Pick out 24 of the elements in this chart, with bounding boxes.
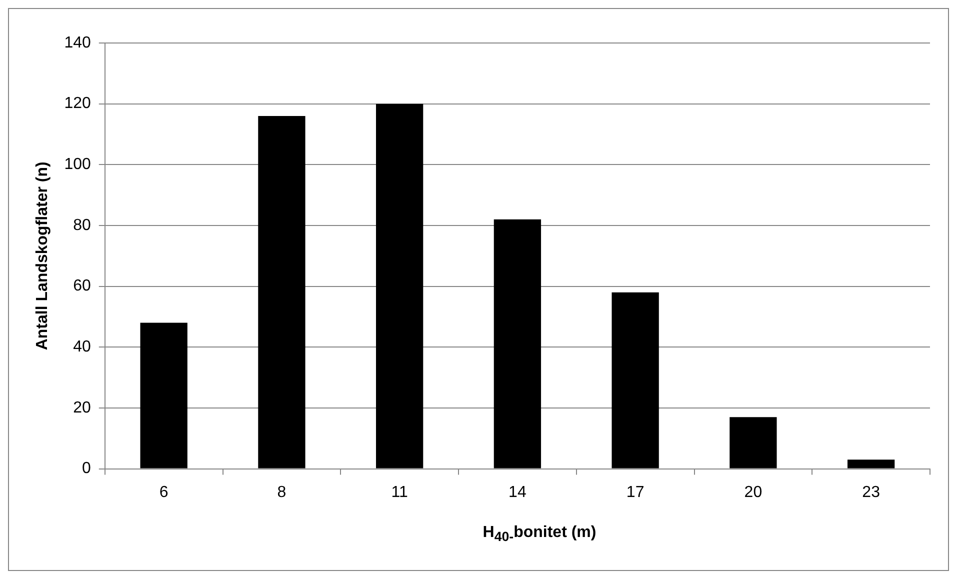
y-tick-label: 20 bbox=[73, 399, 91, 416]
x-tick-label: 20 bbox=[744, 484, 762, 501]
bar bbox=[376, 104, 424, 468]
x-tick-label: 14 bbox=[508, 484, 526, 501]
bar bbox=[612, 292, 659, 468]
x-tick-label: 17 bbox=[626, 484, 644, 501]
x-tick-label: 6 bbox=[159, 484, 168, 501]
x-tick-label: 8 bbox=[277, 484, 286, 501]
bar bbox=[494, 219, 542, 468]
y-tick-label: 80 bbox=[73, 216, 91, 234]
x-tick-label: 11 bbox=[391, 484, 408, 501]
bar bbox=[730, 417, 777, 468]
x-axis-title: H$_{40-}$bonitet (m) bbox=[482, 524, 598, 544]
bar bbox=[140, 322, 188, 468]
x-tick-label: 23 bbox=[862, 484, 880, 501]
y-axis-title: Antall Landskogflater (n) bbox=[34, 162, 52, 350]
y-tick-label: 120 bbox=[64, 95, 91, 112]
y-tick-label: 40 bbox=[73, 338, 91, 356]
bar bbox=[847, 460, 895, 468]
y-tick-label: 0 bbox=[82, 460, 91, 478]
y-tick-label: 60 bbox=[73, 278, 91, 295]
bar bbox=[258, 116, 306, 468]
y-tick-label: 140 bbox=[64, 34, 91, 52]
y-tick-label: 100 bbox=[64, 156, 91, 174]
